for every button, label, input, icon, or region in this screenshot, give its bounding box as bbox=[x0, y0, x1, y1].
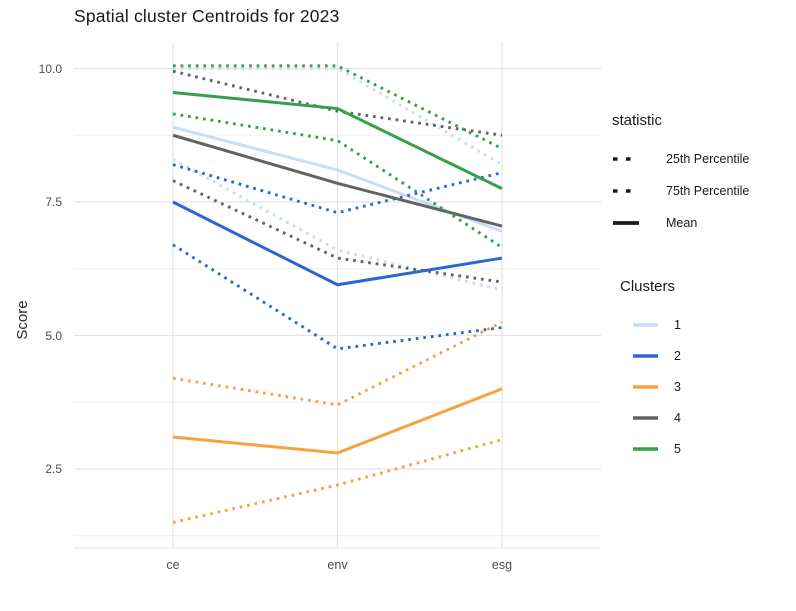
y-tick-label: 5.0 bbox=[45, 328, 62, 343]
legend-item-75th-percentile: 75th Percentile bbox=[612, 175, 749, 207]
cluster-color-key-icon bbox=[633, 322, 658, 327]
series-cluster2-mean bbox=[172, 200, 503, 287]
solid-line-key-icon bbox=[613, 221, 639, 225]
y-tick-label: 10.0 bbox=[38, 61, 62, 76]
series-cluster5-75th-percentile bbox=[173, 64, 503, 150]
legend-item-25th-percentile: 25th Percentile bbox=[612, 143, 749, 175]
legend-item-mean: Mean bbox=[612, 207, 749, 239]
legend-item-label: 4 bbox=[674, 410, 681, 425]
chart-title: Spatial cluster Centroids for 2023 bbox=[74, 6, 340, 26]
y-tick-label: 7.5 bbox=[45, 195, 62, 209]
legend-item-label: 25th Percentile bbox=[666, 152, 750, 166]
legend-item-label: 75th Percentile bbox=[666, 184, 750, 198]
cluster-color-key-icon bbox=[633, 353, 658, 358]
series-cluster5-mean bbox=[172, 91, 503, 190]
x-category-label: env bbox=[327, 558, 348, 572]
legend-cluster-item-2: 2 bbox=[620, 340, 681, 371]
legend-statistic-title: statistic bbox=[612, 112, 663, 129]
legend-item-label: Mean bbox=[666, 216, 698, 230]
x-category-label: esg bbox=[491, 558, 513, 572]
legend-clusters-title: Clusters bbox=[620, 278, 676, 295]
dotted-line-key-icon bbox=[613, 189, 639, 193]
cluster-color-key-icon bbox=[633, 415, 658, 420]
legend-item-label: 3 bbox=[674, 379, 681, 394]
series-cluster5-25th-percentile bbox=[172, 112, 503, 249]
cluster-color-key-icon bbox=[633, 384, 658, 389]
series-cluster3-75th-percentile bbox=[172, 320, 503, 407]
series-cluster3-mean bbox=[172, 387, 503, 455]
legend-item-label: 5 bbox=[674, 441, 681, 456]
legend-clusters: Clusters 1 2 3 4 bbox=[620, 278, 681, 464]
dotted-line-key-icon bbox=[613, 157, 639, 161]
legend-cluster-item-4: 4 bbox=[620, 402, 681, 433]
cluster-color-key-icon bbox=[633, 446, 658, 451]
legend-cluster-item-5: 5 bbox=[620, 433, 681, 464]
series-cluster1-75th-percentile bbox=[173, 67, 503, 166]
series-cluster1-25th-percentile bbox=[172, 158, 503, 292]
legend-item-label: 2 bbox=[674, 348, 681, 363]
x-category-label: ce bbox=[166, 558, 180, 572]
legend-cluster-item-1: 1 bbox=[620, 309, 681, 340]
legend-cluster-item-3: 3 bbox=[620, 371, 681, 402]
series-cluster2-25th-percentile bbox=[172, 243, 503, 351]
legend-statistic: statistic 25th Percentile 75th Percentil… bbox=[612, 112, 749, 239]
series-cluster3-25th-percentile bbox=[172, 438, 503, 524]
y-axis-title: Score bbox=[14, 300, 31, 340]
y-tick-label: 2.5 bbox=[45, 462, 62, 476]
series-cluster4-75th-percentile bbox=[172, 69, 503, 137]
legend-item-label: 1 bbox=[674, 317, 681, 332]
